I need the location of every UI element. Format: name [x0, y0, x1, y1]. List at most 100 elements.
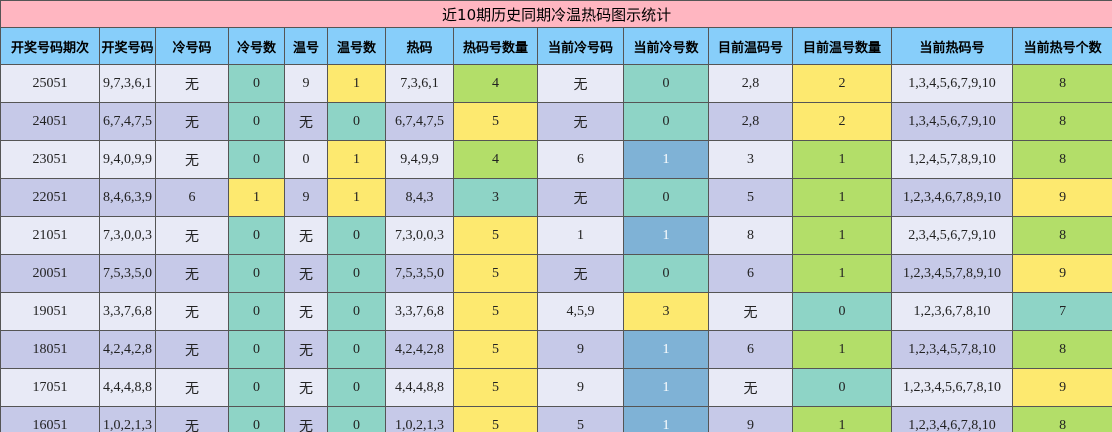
- data-cell: 0: [327, 216, 386, 255]
- header-row: 开奖号码期次 开奖号码 冷号码 冷号数 温号 温号数 热码 热码号数量 当前冷号码 当前冷号数 目前…: [0, 27, 1112, 65]
- table-title: 近10期历史同期冷温热码图示统计: [0, 0, 1112, 28]
- data-cell: 9: [537, 368, 624, 407]
- data-cell: 5: [453, 330, 538, 369]
- data-cell: 8,4,6,3,9: [99, 178, 156, 217]
- data-cell: 0: [623, 102, 709, 141]
- data-cell: 0: [327, 102, 386, 141]
- data-cell: 1,3,4,5,6,7,9,10: [891, 64, 1013, 103]
- data-cell: 8: [1011, 406, 1112, 432]
- data-cell: 5: [453, 406, 538, 432]
- data-cell: 0: [228, 406, 285, 432]
- data-cell: 无: [537, 102, 624, 141]
- data-cell: 1,2,3,6,7,8,10: [891, 292, 1013, 331]
- data-cell: 2,8: [708, 102, 793, 141]
- column-header: 冷号数: [228, 27, 285, 65]
- column-header: 冷号码: [155, 27, 229, 65]
- data-cell: 无: [155, 254, 229, 293]
- data-cell: 无: [155, 330, 229, 369]
- data-cell: 1: [623, 406, 709, 432]
- data-cell: 无: [155, 102, 229, 141]
- data-cell: 17051: [0, 368, 100, 407]
- data-cell: 0: [327, 406, 386, 432]
- data-cell: 1,3,4,5,6,7,9,10: [891, 102, 1013, 141]
- data-cell: 9: [708, 406, 793, 432]
- data-cell: 1: [228, 178, 285, 217]
- data-cell: 无: [284, 216, 328, 255]
- data-cell: 20051: [0, 254, 100, 293]
- data-cell: 8: [1011, 140, 1112, 179]
- data-cell: 无: [284, 368, 328, 407]
- data-cell: 1: [792, 254, 892, 293]
- data-cell: 3: [623, 292, 709, 331]
- data-row: 20051 7,5,3,5,0 无 0 无 0 7,5,3,5,0 5 无 0 6 1 1,2,3,4,…: [0, 254, 1112, 293]
- data-cell: 5: [453, 102, 538, 141]
- data-cell: 6: [708, 330, 793, 369]
- column-header: 当前热码号: [891, 27, 1013, 65]
- data-cell: 4,2,4,2,8: [99, 330, 156, 369]
- data-cell: 1,2,3,4,5,6,7,8,10: [891, 368, 1013, 407]
- data-cell: 0: [327, 292, 386, 331]
- column-header: 开奖号码: [99, 27, 156, 65]
- data-cell: 8: [1011, 216, 1112, 255]
- data-cell: 0: [228, 254, 285, 293]
- data-row: 19051 3,3,7,6,8 无 0 无 0 3,3,7,6,8 5 4,5,9 3 无 0 1,2,…: [0, 292, 1112, 331]
- data-cell: 18051: [0, 330, 100, 369]
- data-cell: 21051: [0, 216, 100, 255]
- data-cell: 0: [327, 368, 386, 407]
- data-cell: 8: [1011, 330, 1112, 369]
- data-cell: 4,5,9: [537, 292, 624, 331]
- data-cell: 1: [623, 330, 709, 369]
- data-cell: 1,0,2,1,3: [385, 406, 454, 432]
- data-cell: 4,2,4,2,8: [385, 330, 454, 369]
- data-cell: 1,2,3,4,6,7,8,9,10: [891, 178, 1013, 217]
- data-row: 25051 9,7,3,6,1 无 0 9 1 7,3,6,1 4 无 0 2,8 2 1,3,4,5,…: [0, 64, 1112, 103]
- data-cell: 2: [792, 64, 892, 103]
- data-row: 24051 6,7,4,7,5 无 0 无 0 6,7,4,7,5 5 无 0 2,8 2 1,3,4,…: [0, 102, 1112, 141]
- data-row: 18051 4,2,4,2,8 无 0 无 0 4,2,4,2,8 5 9 1 6 1 1,2,3,4,…: [0, 330, 1112, 369]
- data-cell: 6,7,4,7,5: [99, 102, 156, 141]
- data-cell: 0: [623, 254, 709, 293]
- data-cell: 8: [1011, 64, 1112, 103]
- data-cell: 1: [792, 216, 892, 255]
- data-cell: 4: [453, 140, 538, 179]
- data-cell: 2: [792, 102, 892, 141]
- data-cell: 1: [623, 140, 709, 179]
- data-row: 16051 1,0,2,1,3 无 0 无 0 1,0,2,1,3 5 5 1 9 1 1,2,3,4,…: [0, 406, 1112, 432]
- data-cell: 0: [228, 292, 285, 331]
- data-cell: 5: [708, 178, 793, 217]
- data-cell: 无: [284, 292, 328, 331]
- data-cell: 1,0,2,1,3: [99, 406, 156, 432]
- data-cell: 8: [1011, 102, 1112, 141]
- data-cell: 无: [155, 216, 229, 255]
- data-cell: 7,3,6,1: [385, 64, 454, 103]
- data-cell: 5: [453, 254, 538, 293]
- data-row: 22051 8,4,6,3,9 6 1 9 1 8,4,3 3 无 0 5 1 1,2,3,4,6,7,…: [0, 178, 1112, 217]
- column-header: 温号: [284, 27, 328, 65]
- data-cell: 7,5,3,5,0: [99, 254, 156, 293]
- data-cell: 5: [537, 406, 624, 432]
- data-row: 23051 9,4,0,9,9 无 0 0 1 9,4,9,9 4 6 1 3 1 1,2,4,5,7,…: [0, 140, 1112, 179]
- data-cell: 1,2,3,4,5,7,8,10: [891, 330, 1013, 369]
- data-cell: 22051: [0, 178, 100, 217]
- column-header: 热码: [385, 27, 454, 65]
- data-cell: 9,4,0,9,9: [99, 140, 156, 179]
- data-cell: 无: [284, 254, 328, 293]
- data-cell: 9: [284, 64, 328, 103]
- data-cell: 0: [228, 140, 285, 179]
- data-cell: 6,7,4,7,5: [385, 102, 454, 141]
- column-header: 当前冷号码: [537, 27, 624, 65]
- column-header: 目前温码号: [708, 27, 793, 65]
- data-cell: 无: [537, 64, 624, 103]
- data-cell: 1: [327, 178, 386, 217]
- data-cell: 7,5,3,5,0: [385, 254, 454, 293]
- data-cell: 3,3,7,6,8: [385, 292, 454, 331]
- data-cell: 2,8: [708, 64, 793, 103]
- data-cell: 7,3,0,0,3: [385, 216, 454, 255]
- data-cell: 无: [155, 140, 229, 179]
- data-cell: 1: [537, 216, 624, 255]
- data-cell: 无: [708, 292, 793, 331]
- data-cell: 8,4,3: [385, 178, 454, 217]
- data-cell: 4,4,4,8,8: [385, 368, 454, 407]
- data-cell: 0: [327, 330, 386, 369]
- data-cell: 6: [708, 254, 793, 293]
